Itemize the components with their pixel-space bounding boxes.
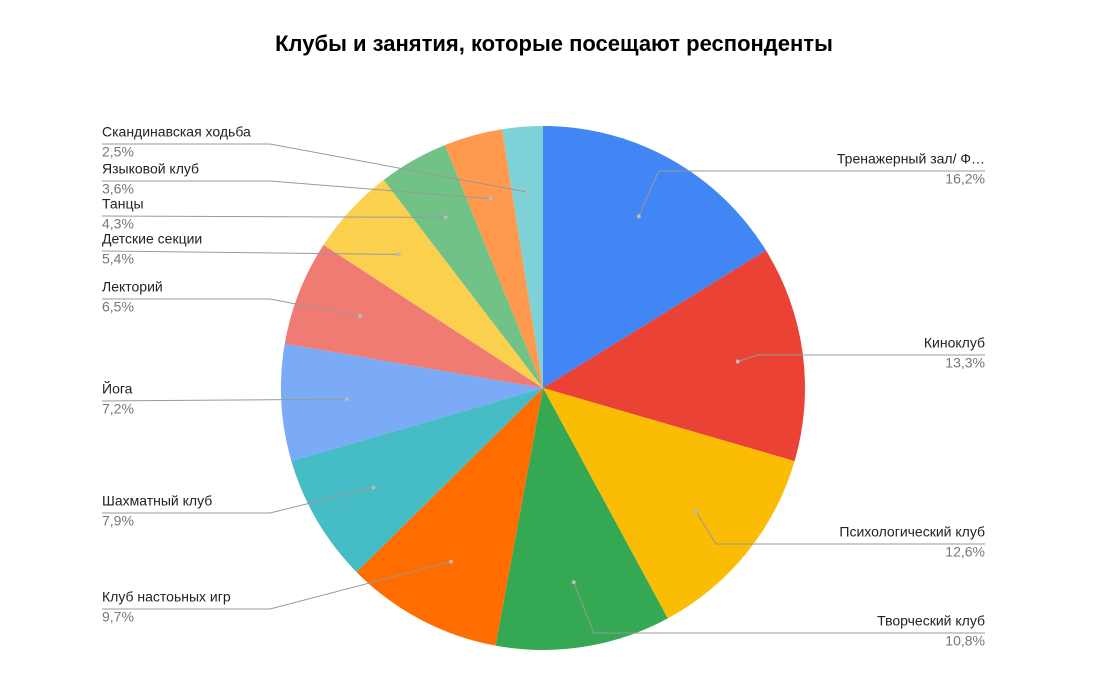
pie-slice (291, 388, 543, 573)
leader-dot (344, 397, 349, 402)
leader-dot (735, 359, 740, 364)
pie-slice (323, 179, 543, 388)
slice-label: Языковой клуб (102, 161, 199, 177)
pie-slice (502, 126, 543, 388)
slice-value-label: 13,3% (945, 355, 985, 371)
leader-dot (636, 214, 641, 219)
slice-label: Танцы (102, 196, 144, 212)
leader-line (101, 215, 446, 218)
leader-line (573, 581, 985, 634)
slice-value-label: 10,8% (945, 633, 985, 649)
slice-value-label: 7,2% (102, 401, 134, 417)
slice-value-label: 3,6% (102, 181, 134, 197)
slice-label: Шахматный клуб (102, 493, 212, 509)
leader-dot (525, 190, 530, 195)
leader-dot (449, 559, 454, 564)
pie-slice (281, 343, 543, 462)
leader-dot (371, 485, 376, 490)
pie-slice (383, 145, 543, 388)
leader-line (102, 143, 528, 193)
leader-line (102, 561, 452, 610)
slice-label: Киноклуб (924, 335, 985, 351)
slice-label: Тренажерный зал/ Ф… (837, 151, 985, 167)
pie-slice (495, 388, 668, 650)
slice-label: Психологический клуб (839, 524, 985, 540)
slice-value-label: 16,2% (945, 171, 985, 187)
slice-value-label: 5,4% (102, 251, 134, 267)
leader-line (638, 170, 985, 217)
slice-value-label: 2,5% (102, 144, 134, 160)
slice-label: Клуб настоьных игр (102, 589, 231, 605)
leader-line (102, 487, 374, 514)
pie-slice (284, 244, 543, 388)
pie-slice (543, 126, 766, 388)
leader-line (102, 298, 361, 317)
pie-slice (356, 388, 543, 646)
slice-value-label: 12,6% (945, 544, 985, 560)
slice-label: Йога (102, 380, 133, 397)
pie-slice (543, 250, 805, 462)
slice-label: Детские секции (102, 231, 202, 247)
slice-label: Лекторий (102, 279, 163, 295)
leader-line (101, 250, 399, 255)
pie-slice (445, 129, 543, 389)
leader-line (101, 398, 347, 402)
leader-dot (693, 509, 698, 514)
leader-line (737, 354, 985, 363)
chart-title: Клубы и занятия, которые посещают респон… (275, 31, 833, 56)
leader-dot (396, 252, 401, 257)
slice-label: Скандинавская ходьба (102, 124, 251, 140)
slice-value-label: 7,9% (102, 513, 134, 529)
leader-line (102, 180, 491, 200)
leader-dot (443, 215, 448, 220)
slice-value-label: 4,3% (102, 216, 134, 232)
slice-value-label: 6,5% (102, 299, 134, 315)
pie-slice (543, 388, 795, 619)
leader-dot (571, 580, 576, 585)
leader-dot (488, 196, 493, 201)
leader-dot (358, 314, 363, 319)
slice-value-label: 9,7% (102, 609, 134, 625)
slice-label: Творческий клуб (877, 613, 985, 629)
leader-line (695, 511, 985, 545)
